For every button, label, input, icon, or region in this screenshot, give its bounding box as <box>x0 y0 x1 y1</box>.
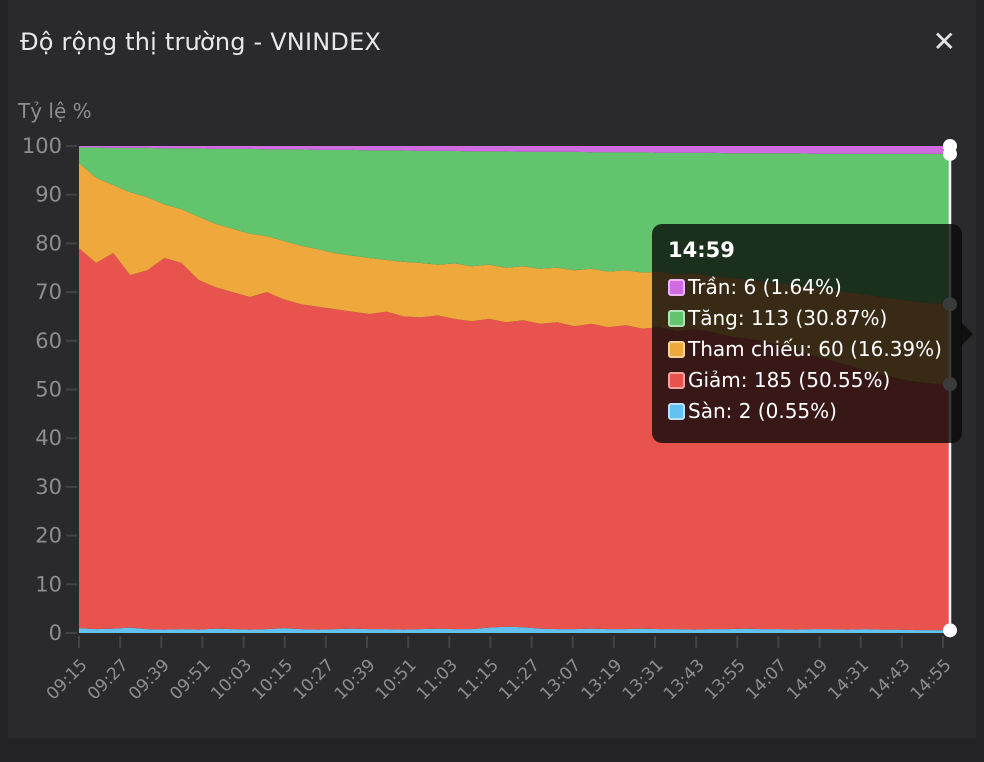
crosshair-marker <box>943 139 957 153</box>
x-axis-label: 09:27 <box>84 655 133 704</box>
x-axis-label: 10:51 <box>372 655 421 704</box>
x-axis-label: 14:55 <box>907 655 956 704</box>
series-area-Trần <box>79 146 950 154</box>
close-icon[interactable]: ✕ <box>925 26 964 58</box>
y-axis-label: 30 <box>35 475 62 499</box>
y-axis-label: 60 <box>35 329 62 353</box>
series-area-Sàn <box>79 626 950 633</box>
y-axis-title: Tỷ lệ % <box>18 99 92 123</box>
tooltip-row: Tăng: 113 (30.87%) <box>668 303 942 334</box>
x-axis-label: 14:31 <box>824 655 873 704</box>
y-axis-label: 90 <box>35 183 62 207</box>
tooltip-row-text: Tham chiếu: 60 (16.39%) <box>688 337 942 361</box>
tooltip-row-text: Trần: 6 (1.64%) <box>688 275 842 299</box>
tooltip-rows: Trần: 6 (1.64%) Tăng: 113 (30.87%) Tham ch… <box>668 272 942 427</box>
y-axis-label: 100 <box>22 134 62 158</box>
x-axis-label: 10:03 <box>207 655 256 704</box>
x-axis-label: 11:15 <box>454 655 503 704</box>
series-swatch-icon <box>668 341 685 358</box>
tooltip-row: Tham chiếu: 60 (16.39%) <box>668 334 942 365</box>
x-axis-label: 14:43 <box>866 655 915 704</box>
tooltip-row-text: Sàn: 2 (0.55%) <box>688 399 837 423</box>
series-swatch-icon <box>668 279 685 296</box>
x-axis-label: 13:43 <box>660 655 709 704</box>
crosshair-marker <box>943 623 957 638</box>
tooltip-row: Sàn: 2 (0.55%) <box>668 396 942 427</box>
x-axis-label: 14:07 <box>742 655 791 704</box>
x-axis-label: 13:19 <box>578 655 627 704</box>
y-axis-label: 40 <box>35 426 62 450</box>
x-axis-label: 09:39 <box>125 655 174 704</box>
tooltip-row: Giảm: 185 (50.55%) <box>668 365 942 396</box>
tooltip-row-text: Tăng: 113 (30.87%) <box>688 306 888 330</box>
chart-tooltip: 14:59 Trần: 6 (1.64%) Tăng: 113 (30.87%) T… <box>652 224 973 443</box>
x-axis-label: 10:27 <box>290 655 339 704</box>
tooltip-time: 14:59 <box>668 238 735 262</box>
x-axis-label: 10:39 <box>331 655 380 704</box>
modal-header: Độ rộng thị trường - VNINDEX ✕ <box>20 20 964 64</box>
tooltip-row-text: Giảm: 185 (50.55%) <box>688 368 891 392</box>
y-axis-label: 0 <box>49 621 62 645</box>
x-axis-label: 13:55 <box>701 655 750 704</box>
y-axis-label: 20 <box>35 524 62 548</box>
tooltip-row: Trần: 6 (1.64%) <box>668 272 942 303</box>
x-axis-label: 11:03 <box>413 655 462 704</box>
x-axis-label: 13:07 <box>536 655 585 704</box>
series-swatch-icon <box>668 310 685 327</box>
x-axis-label: 09:51 <box>166 655 215 704</box>
x-axis-label: 14:19 <box>783 655 832 704</box>
x-axis-label: 10:15 <box>248 655 297 704</box>
y-axis-label: 80 <box>35 231 62 255</box>
x-axis-label: 11:27 <box>495 655 544 704</box>
series-swatch-icon <box>668 403 685 420</box>
x-axis-label: 13:31 <box>619 655 668 704</box>
y-axis-label: 70 <box>35 280 62 304</box>
y-axis-label: 50 <box>35 378 62 402</box>
modal-title: Độ rộng thị trường - VNINDEX <box>20 28 382 56</box>
x-axis-label: 09:15 <box>43 655 92 704</box>
y-axis-label: 10 <box>35 572 62 596</box>
series-swatch-icon <box>668 372 685 389</box>
